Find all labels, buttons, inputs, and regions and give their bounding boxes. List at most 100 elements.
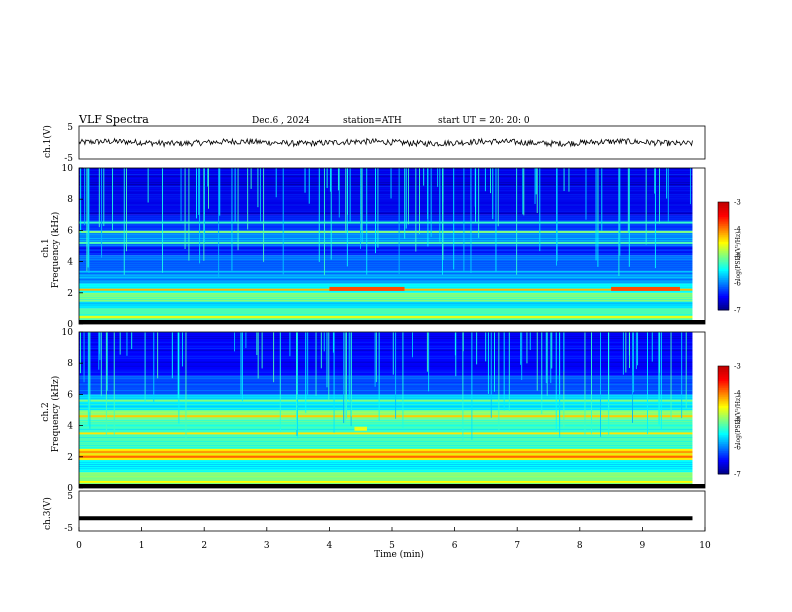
sferic-streak [344,332,346,424]
sferic-streak [332,332,334,353]
sferic-streak [326,332,328,388]
colorbar-step [718,238,729,241]
sferic-streak [545,332,547,384]
colorbar-step [718,409,729,412]
sferic-streak [375,168,376,254]
colorbar-step [718,430,729,434]
x-tick-label: 6 [452,541,458,551]
sferic-streak [398,168,400,274]
spectrum-row [79,216,693,218]
sferic-streak [498,332,500,432]
colorbar-step [718,384,729,387]
spectrum-row [79,351,693,353]
ch3-waveform-frame [78,490,706,532]
spectrum-row [79,312,693,314]
ch3-waveform-panel: 5 -5 ch.3(V) 0 1 2 3 4 5 6 7 8 9 10 Time (min) [42,490,711,560]
spectrum-row [79,417,693,419]
spectrum-row [79,361,693,363]
sferic-streak [453,168,455,270]
spectrum-row [79,466,693,467]
colorbar-step [718,274,729,277]
spectrum-row [79,357,693,359]
sferic-streak [637,332,639,366]
x-tick-label: 8 [577,541,583,551]
sferic-streak [329,168,331,192]
sferic-streak [563,332,565,428]
sferic-streak [568,168,570,192]
y-tick-label: 4 [67,422,73,432]
sferic-streak [666,168,668,199]
sferic-streak [521,332,523,380]
sferic-streak [323,168,325,276]
spectrum-row [79,302,693,304]
colorbar-step [718,463,729,466]
sferic-streak [395,332,397,419]
spectrum-row [79,453,693,455]
colorbar-step [718,398,729,401]
sferic-streak [377,168,379,248]
sferic-streak [454,332,456,356]
spectrum-row [79,275,693,276]
colorbar-step [718,432,729,435]
colorbar-step [718,389,729,392]
colorbar-step [718,243,729,246]
sferic-streak [600,332,601,437]
spectrum-row [79,267,693,268]
colorbar-step [718,436,729,439]
colorbar-step [718,411,729,414]
spectrum-row [79,464,693,465]
sferic-streak [490,332,492,418]
colorbar-step [718,257,729,261]
sferic-streak [405,168,407,229]
sferic-streak [350,332,352,417]
spectrum-row [79,294,693,296]
colorbar-step [718,472,729,475]
spectrum-row [79,446,693,448]
ch3-ylabel: ch.3(V) [42,497,53,530]
colorbar-step [718,304,729,307]
spectrum-row [79,398,693,400]
colorbar-step [718,223,729,226]
colorbar-step [718,454,729,457]
spectrum-row [79,476,693,478]
spectrum-row [79,182,693,184]
colorbar-tick-label: -6 [734,444,741,452]
colorbar-step [718,461,729,464]
x-tick-label: 2 [201,541,207,551]
colorbar-step [718,402,729,405]
ch1-ytick-top: 5 [67,123,73,133]
sferic-streak [87,168,89,268]
spectrum-row [79,353,693,355]
sferic-streak [234,332,236,352]
sferic-streak [455,332,457,377]
colorbar-step [718,236,729,239]
sferic-streak [83,332,85,383]
spectrum-row [79,472,693,474]
sferic-streak [495,168,497,272]
sferic-streak [536,332,538,391]
colorbar-tick-label: -7 [734,307,741,315]
sferic-streak [591,332,592,434]
sferic-streak [345,168,347,234]
sferic-streak [658,168,660,224]
sferic-streak [241,332,243,402]
spectrum-line [79,241,693,244]
colorbar-step [718,418,729,421]
sferic-streak [471,332,473,440]
sferic-streak [326,168,328,189]
colorbar-label: log(PSD)(V²/Hz) [735,396,742,445]
colorbar-step [718,220,729,223]
colorbar-step [718,261,729,264]
sferic-streak [240,332,242,395]
time-axis-ticks: 0 1 2 3 4 5 6 7 8 9 10 [76,527,711,551]
colorbar-step [718,259,729,262]
sferic-streak [651,332,653,362]
spectrum-row [79,421,693,423]
sferic-streak [184,168,186,249]
sferic-streak [541,332,543,415]
sferic-streak [161,168,163,273]
colorbar-step [718,414,729,417]
sferic-streak [323,332,325,352]
spectrum-line [79,480,693,483]
spectrum-row [79,436,693,438]
